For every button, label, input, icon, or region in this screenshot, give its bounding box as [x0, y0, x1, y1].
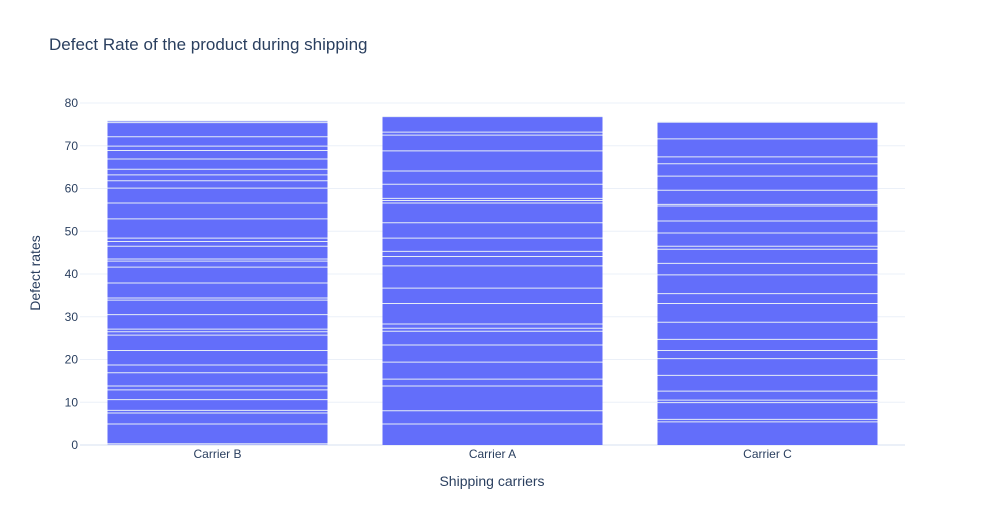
y-tick-label: 20: [65, 353, 79, 367]
y-tick-label: 60: [65, 182, 79, 196]
y-tick-label: 70: [65, 139, 79, 153]
x-tick-label: Carrier C: [743, 447, 792, 461]
bar: [657, 122, 878, 446]
y-tick-label: 50: [65, 224, 79, 238]
x-axis-title: Shipping carriers: [439, 473, 544, 489]
x-tick-label: Carrier A: [469, 447, 516, 461]
bar-group: [657, 121, 878, 446]
bars: [107, 116, 878, 446]
y-tick-label: 10: [65, 395, 79, 409]
y-tick-label: 80: [65, 96, 79, 110]
y-tick-label: 40: [65, 267, 79, 281]
y-axis-title: Defect rates: [27, 235, 43, 310]
y-tick-labels: 0 10 20 30 40 50 60 70 80: [65, 96, 79, 452]
bar-group: [107, 120, 328, 445]
x-tick-labels: Carrier B Carrier A Carrier C: [193, 447, 792, 461]
bar-group: [382, 116, 603, 446]
x-tick-label: Carrier B: [193, 447, 241, 461]
bar: [382, 116, 603, 446]
y-tick-label: 30: [65, 310, 79, 324]
y-tick-label: 0: [71, 438, 78, 452]
chart-title: Defect Rate of the product during shippi…: [49, 35, 367, 54]
